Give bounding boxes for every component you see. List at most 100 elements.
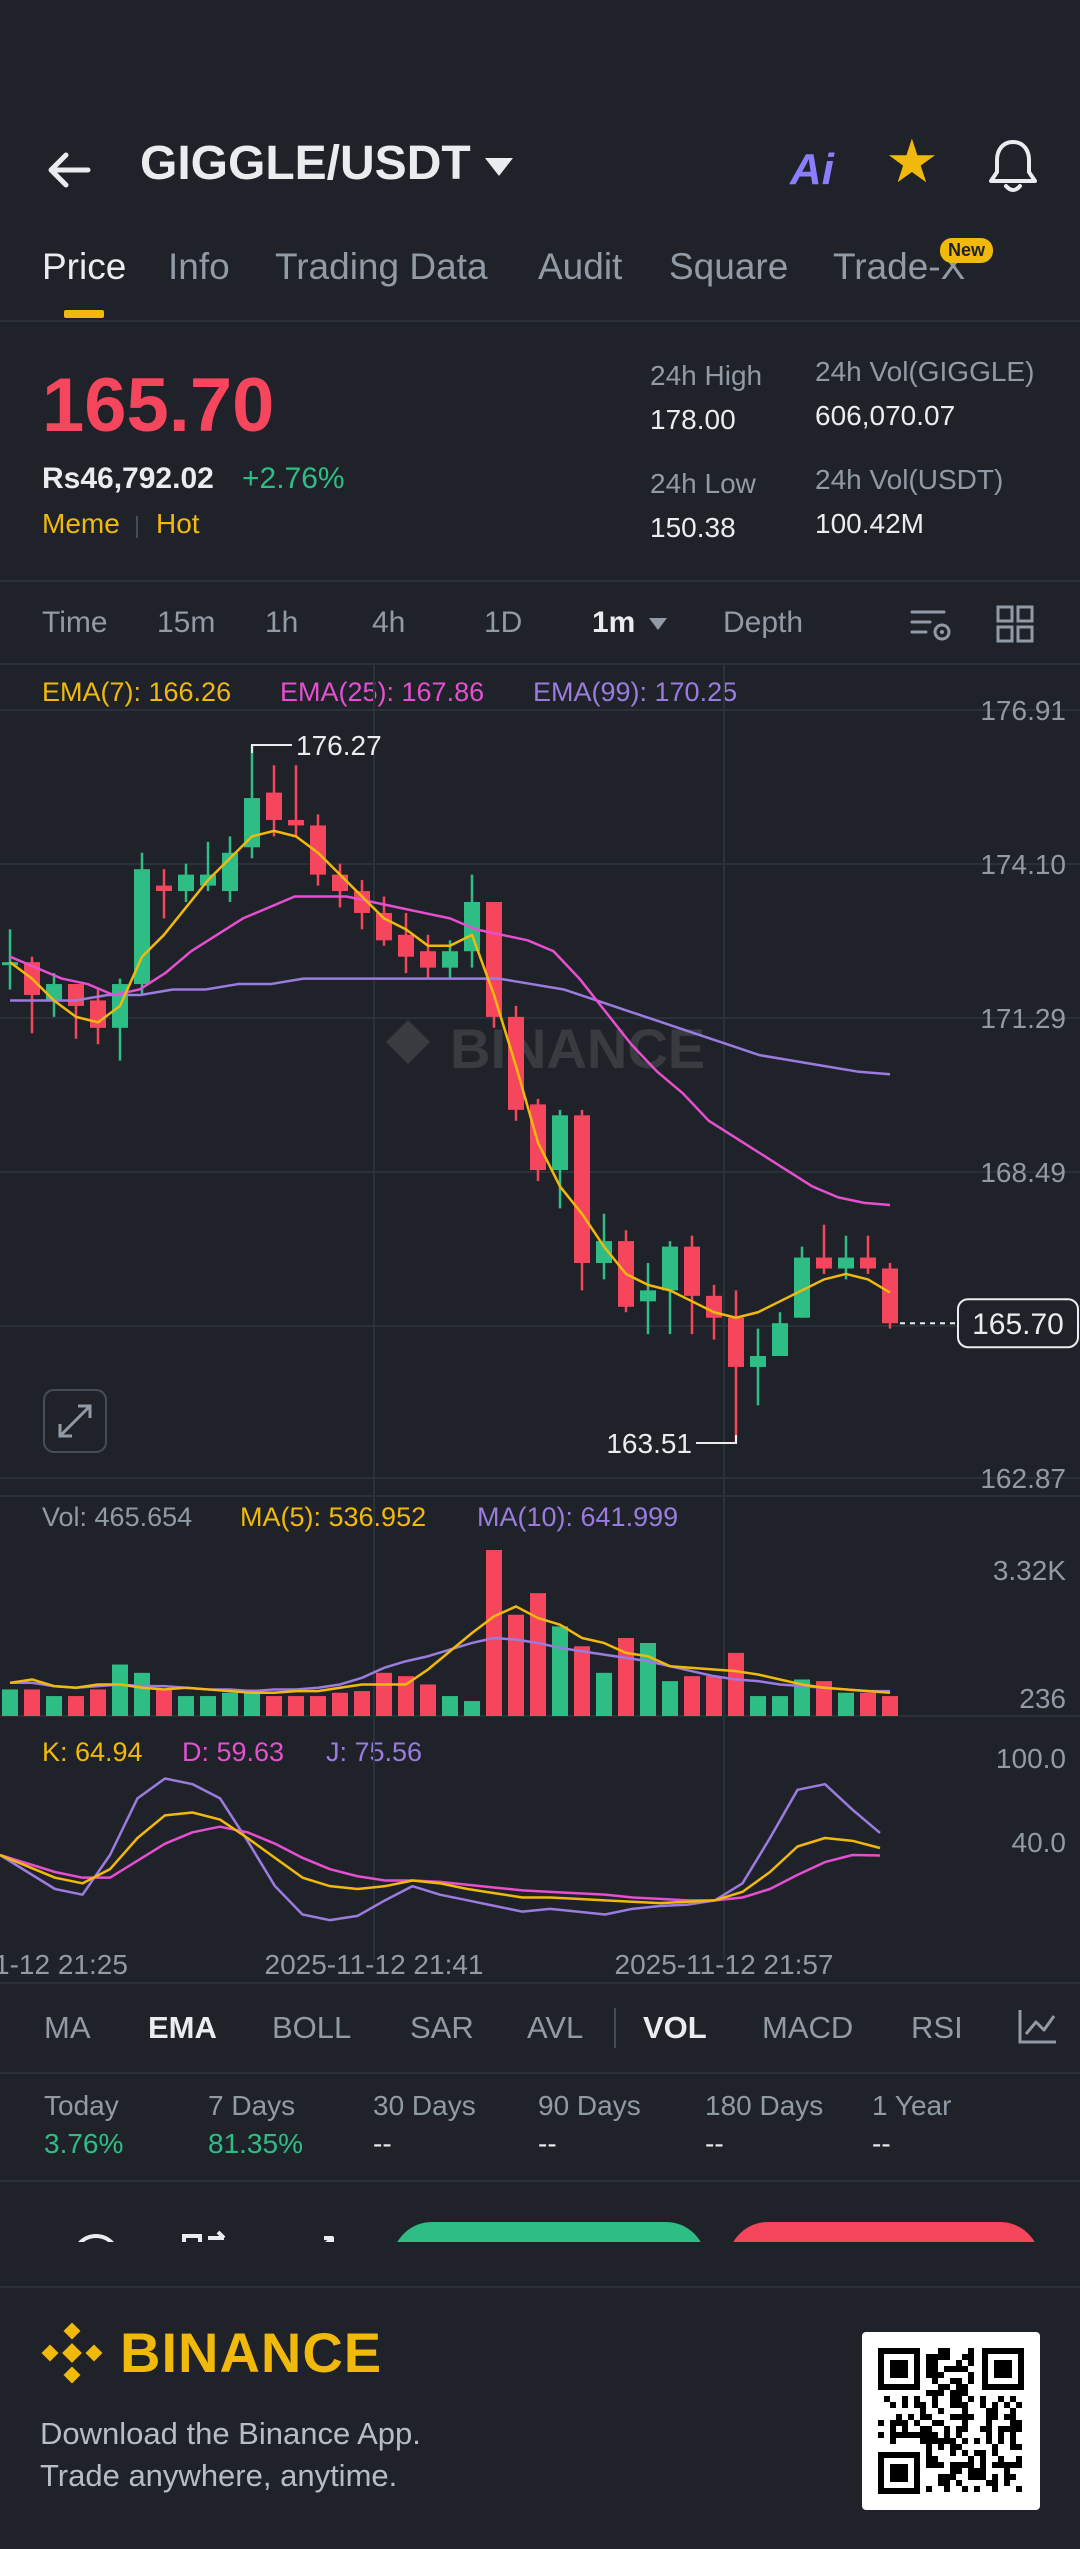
volume-bar <box>574 1646 590 1716</box>
max-price-label: 176.27 <box>296 730 382 761</box>
candle <box>838 1257 854 1269</box>
indicator-sar[interactable]: SAR <box>410 2010 474 2045</box>
binance-logo[interactable]: BINANCE <box>40 2320 382 2385</box>
ai-assistant-icon[interactable]: Ai <box>790 145 834 194</box>
high-value: 178.00 <box>650 404 736 435</box>
chart-settings-icon[interactable] <box>908 604 954 644</box>
candle <box>420 951 436 968</box>
candle <box>794 1257 810 1318</box>
indicator-avl[interactable]: AVL <box>527 2010 584 2045</box>
kdj-d-line <box>0 1825 881 1902</box>
volume-bar <box>46 1696 62 1716</box>
tag-meme[interactable]: Meme <box>42 508 120 539</box>
volume-bar <box>112 1664 128 1716</box>
candle <box>486 902 502 1017</box>
interval-1d[interactable]: 1D <box>484 606 523 639</box>
indicator-vol[interactable]: VOL <box>643 2010 707 2045</box>
current-price-label: 165.70 <box>972 1308 1064 1341</box>
volume-bar <box>398 1676 414 1716</box>
indicator-ema[interactable]: EMA <box>148 2010 217 2045</box>
favorite-star-icon[interactable]: ★ <box>885 128 939 195</box>
volume-bar <box>332 1692 348 1716</box>
tab-trading-data[interactable]: Trading Data <box>275 246 488 287</box>
price-axis-label: 174.10 <box>980 849 1066 880</box>
chevron-down-icon <box>484 157 513 176</box>
indicator-settings-icon[interactable] <box>1016 2006 1060 2046</box>
candle <box>332 874 348 892</box>
volume-bar <box>772 1696 788 1716</box>
low-value: 150.38 <box>650 512 736 543</box>
divider <box>0 663 1080 665</box>
layout-grid-icon[interactable] <box>995 604 1035 644</box>
indicator-rsi[interactable]: RSI <box>911 2010 963 2045</box>
interval-depth[interactable]: Depth <box>723 606 804 639</box>
tab-audit[interactable]: Audit <box>538 246 623 287</box>
action-bar <box>0 2178 1080 2242</box>
fiat-price: Rs46,792.02 <box>42 462 214 495</box>
more-icon[interactable] <box>68 2230 124 2242</box>
interval-time[interactable]: Time <box>42 606 108 639</box>
trade-swap-icon[interactable] <box>290 2228 340 2242</box>
interval-4h[interactable]: 4h <box>372 606 406 639</box>
divider <box>0 320 1080 322</box>
tab-square[interactable]: Square <box>669 246 789 287</box>
perf-label-30d: 30 Days <box>373 2090 476 2121</box>
candlestick-chart[interactable]: BINANCE 176.91 174.10 171.29 168.49 162.87 176… <box>0 664 1080 1984</box>
volume-bar <box>222 1692 238 1716</box>
perf-value-7d: 81.35% <box>208 2128 303 2159</box>
candle <box>750 1356 766 1367</box>
ema7-line <box>9 829 891 1319</box>
volume-bar <box>860 1692 876 1716</box>
notification-bell-icon[interactable] <box>985 136 1041 196</box>
interval-1h[interactable]: 1h <box>265 606 299 639</box>
volume-bar <box>134 1672 150 1716</box>
time-axis-label: 2025-11-12 21:41 <box>265 1949 484 1980</box>
indicator-ma[interactable]: MA <box>44 2010 91 2045</box>
new-badge: New <box>940 238 994 263</box>
indicator-macd[interactable]: MACD <box>762 2010 854 2045</box>
candle <box>90 1000 106 1028</box>
candle <box>442 951 458 968</box>
indicator-boll[interactable]: BOLL <box>272 2010 352 2045</box>
volume-bar <box>2 1689 18 1716</box>
tab-price[interactable]: Price <box>42 246 127 287</box>
volume-bar <box>816 1681 832 1716</box>
candle <box>398 934 414 957</box>
volume-bar <box>376 1672 392 1716</box>
chevron-down-icon <box>649 618 667 630</box>
perf-label-90d: 90 Days <box>538 2090 641 2121</box>
candle <box>574 1115 590 1264</box>
tab-info[interactable]: Info <box>168 246 230 287</box>
pair-selector[interactable]: GIGGLE/USDT <box>140 136 513 191</box>
volume-bar <box>354 1691 370 1716</box>
candle <box>662 1246 678 1291</box>
volume-axis-label: 236 <box>1019 1683 1066 1714</box>
price-change: +2.76% <box>242 462 345 495</box>
candle <box>244 798 260 848</box>
perf-value-today: 3.76% <box>44 2128 124 2159</box>
qr-code-icon[interactable] <box>862 2332 1040 2510</box>
indicator-separator <box>614 2008 616 2048</box>
candle <box>552 1115 568 1171</box>
volume-bar <box>596 1672 612 1716</box>
volume-bar <box>486 1550 502 1716</box>
buy-button[interactable] <box>392 2222 706 2242</box>
convert-icon[interactable] <box>180 2228 230 2242</box>
tag-hot[interactable]: Hot <box>156 508 200 539</box>
perf-label-1y: 1 Year <box>872 2090 952 2121</box>
watermark-logo-icon <box>386 1020 430 1064</box>
back-arrow-icon[interactable] <box>40 140 100 200</box>
candle <box>640 1290 656 1302</box>
perf-label-180d: 180 Days <box>705 2090 824 2121</box>
interval-15m[interactable]: 15m <box>157 606 216 639</box>
binance-logo-icon <box>41 2322 103 2383</box>
legend-ema7: EMA(7): 166.26 <box>42 677 232 707</box>
candle <box>288 819 304 826</box>
volume-bar <box>684 1676 700 1716</box>
price-axis-label: 171.29 <box>980 1003 1066 1034</box>
interval-1m[interactable]: 1m <box>592 606 636 639</box>
tag-separator <box>136 516 138 538</box>
watermark: BINANCE <box>386 1017 705 1080</box>
legend-k: K: 64.94 <box>42 1737 143 1767</box>
sell-button[interactable] <box>728 2222 1040 2242</box>
